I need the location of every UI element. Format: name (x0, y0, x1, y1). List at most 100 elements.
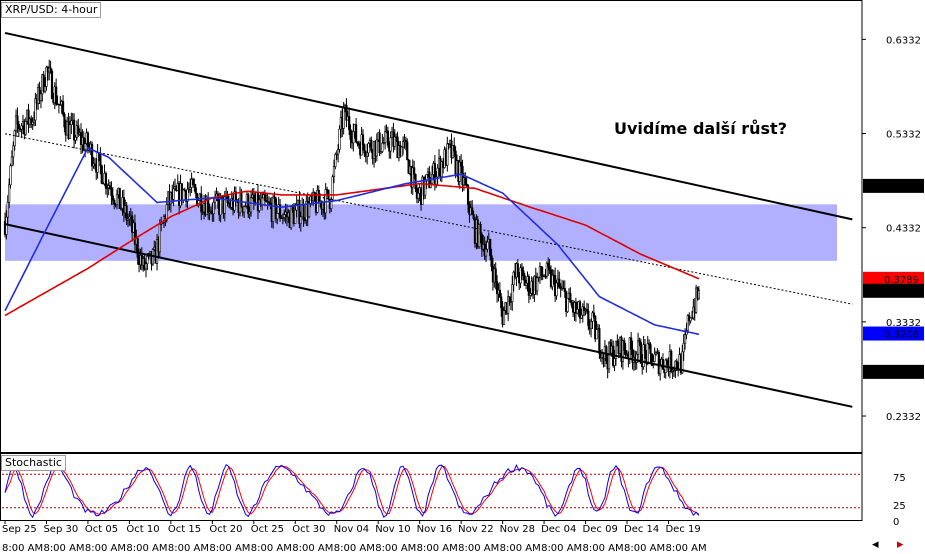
candle-body (516, 263, 519, 278)
candle (555, 279, 558, 300)
candle (558, 271, 561, 289)
candle-body (186, 188, 189, 202)
candle-body (248, 211, 251, 215)
candle-body (274, 198, 278, 220)
candle-body (212, 201, 215, 214)
candle-body (446, 143, 449, 166)
candle-body (281, 217, 284, 219)
date-label: Sep 30 (43, 524, 78, 535)
candle-body (484, 248, 488, 257)
candle (133, 214, 137, 251)
candle-body (363, 144, 366, 154)
candle (527, 274, 530, 304)
candle (446, 136, 449, 172)
candle (265, 194, 268, 203)
candle-body (512, 271, 515, 285)
candle (460, 154, 463, 174)
candle-body (465, 183, 468, 186)
candle (520, 263, 524, 280)
candle (8, 178, 11, 209)
candle (96, 144, 99, 179)
candle (695, 284, 698, 314)
candle-body (636, 340, 640, 355)
scroll-right-icon[interactable]: ▸ (897, 537, 904, 552)
price-marker: 0.3208 (863, 326, 924, 341)
candle-body (332, 166, 336, 178)
candle (404, 136, 407, 151)
candle (697, 285, 700, 301)
candle-body (657, 352, 660, 375)
price-marker: 0.4776 (863, 178, 924, 193)
candle (186, 181, 189, 209)
scroll-left-icon[interactable]: ◂ (872, 537, 879, 552)
candle (502, 306, 506, 325)
date-label: Nov 04 (334, 524, 369, 535)
candle (511, 275, 514, 311)
candle (16, 107, 19, 133)
candle-body (273, 196, 276, 200)
time-label: 8:00 AM (500, 543, 541, 554)
channel-mid-line (4, 133, 853, 305)
candle-body (675, 360, 678, 369)
candle (689, 317, 692, 324)
price-marker-label: 0.4776 (884, 182, 919, 193)
candle (295, 195, 298, 218)
candle-body (404, 140, 407, 143)
candle (591, 310, 594, 330)
candle (598, 324, 601, 360)
candle (636, 332, 640, 363)
candle-body (471, 207, 474, 215)
candle (90, 141, 94, 172)
candle (128, 210, 131, 226)
candle-body (342, 107, 345, 129)
candle-body (165, 204, 168, 221)
candle-body (643, 344, 647, 352)
candle-body (12, 145, 15, 158)
candle (208, 203, 211, 221)
candle (332, 159, 336, 184)
candle-body (440, 161, 443, 177)
candle-body (690, 317, 694, 319)
candle (631, 340, 634, 370)
candle-body (378, 132, 381, 154)
candle (624, 342, 627, 358)
candle (193, 178, 196, 192)
candle (366, 143, 369, 165)
candle-body (382, 142, 385, 144)
candle (592, 304, 595, 318)
candle-body (507, 296, 510, 314)
candle (281, 213, 284, 225)
candle (494, 262, 497, 290)
candle-body (616, 340, 619, 347)
candle-body (100, 165, 103, 184)
candle-body (436, 167, 439, 178)
price-marker-box (863, 283, 924, 298)
candle (187, 182, 190, 193)
candle-body (587, 310, 590, 326)
candle (34, 92, 37, 127)
candle-body (272, 196, 275, 222)
candle (570, 299, 573, 309)
date-label: Dec 09 (583, 524, 618, 535)
candle (559, 283, 562, 298)
candle (93, 157, 96, 170)
candle-body (370, 139, 373, 152)
candle-body (589, 321, 593, 330)
candle-body (413, 167, 416, 175)
time-label: 8:00 AM (624, 543, 665, 554)
candle (219, 193, 222, 223)
candle (536, 272, 539, 296)
candle-body (375, 139, 378, 157)
candle-body (429, 183, 432, 188)
candle-body (389, 137, 392, 152)
candle-body (90, 143, 94, 167)
candle-body (10, 156, 14, 167)
candle (642, 335, 645, 370)
candle-body (563, 287, 566, 293)
candle-body (689, 317, 692, 322)
candle-body (278, 204, 282, 219)
candle-body (338, 128, 341, 150)
candle-body (183, 189, 186, 192)
date-label: Oct 20 (209, 524, 242, 535)
candle-body (74, 137, 77, 141)
